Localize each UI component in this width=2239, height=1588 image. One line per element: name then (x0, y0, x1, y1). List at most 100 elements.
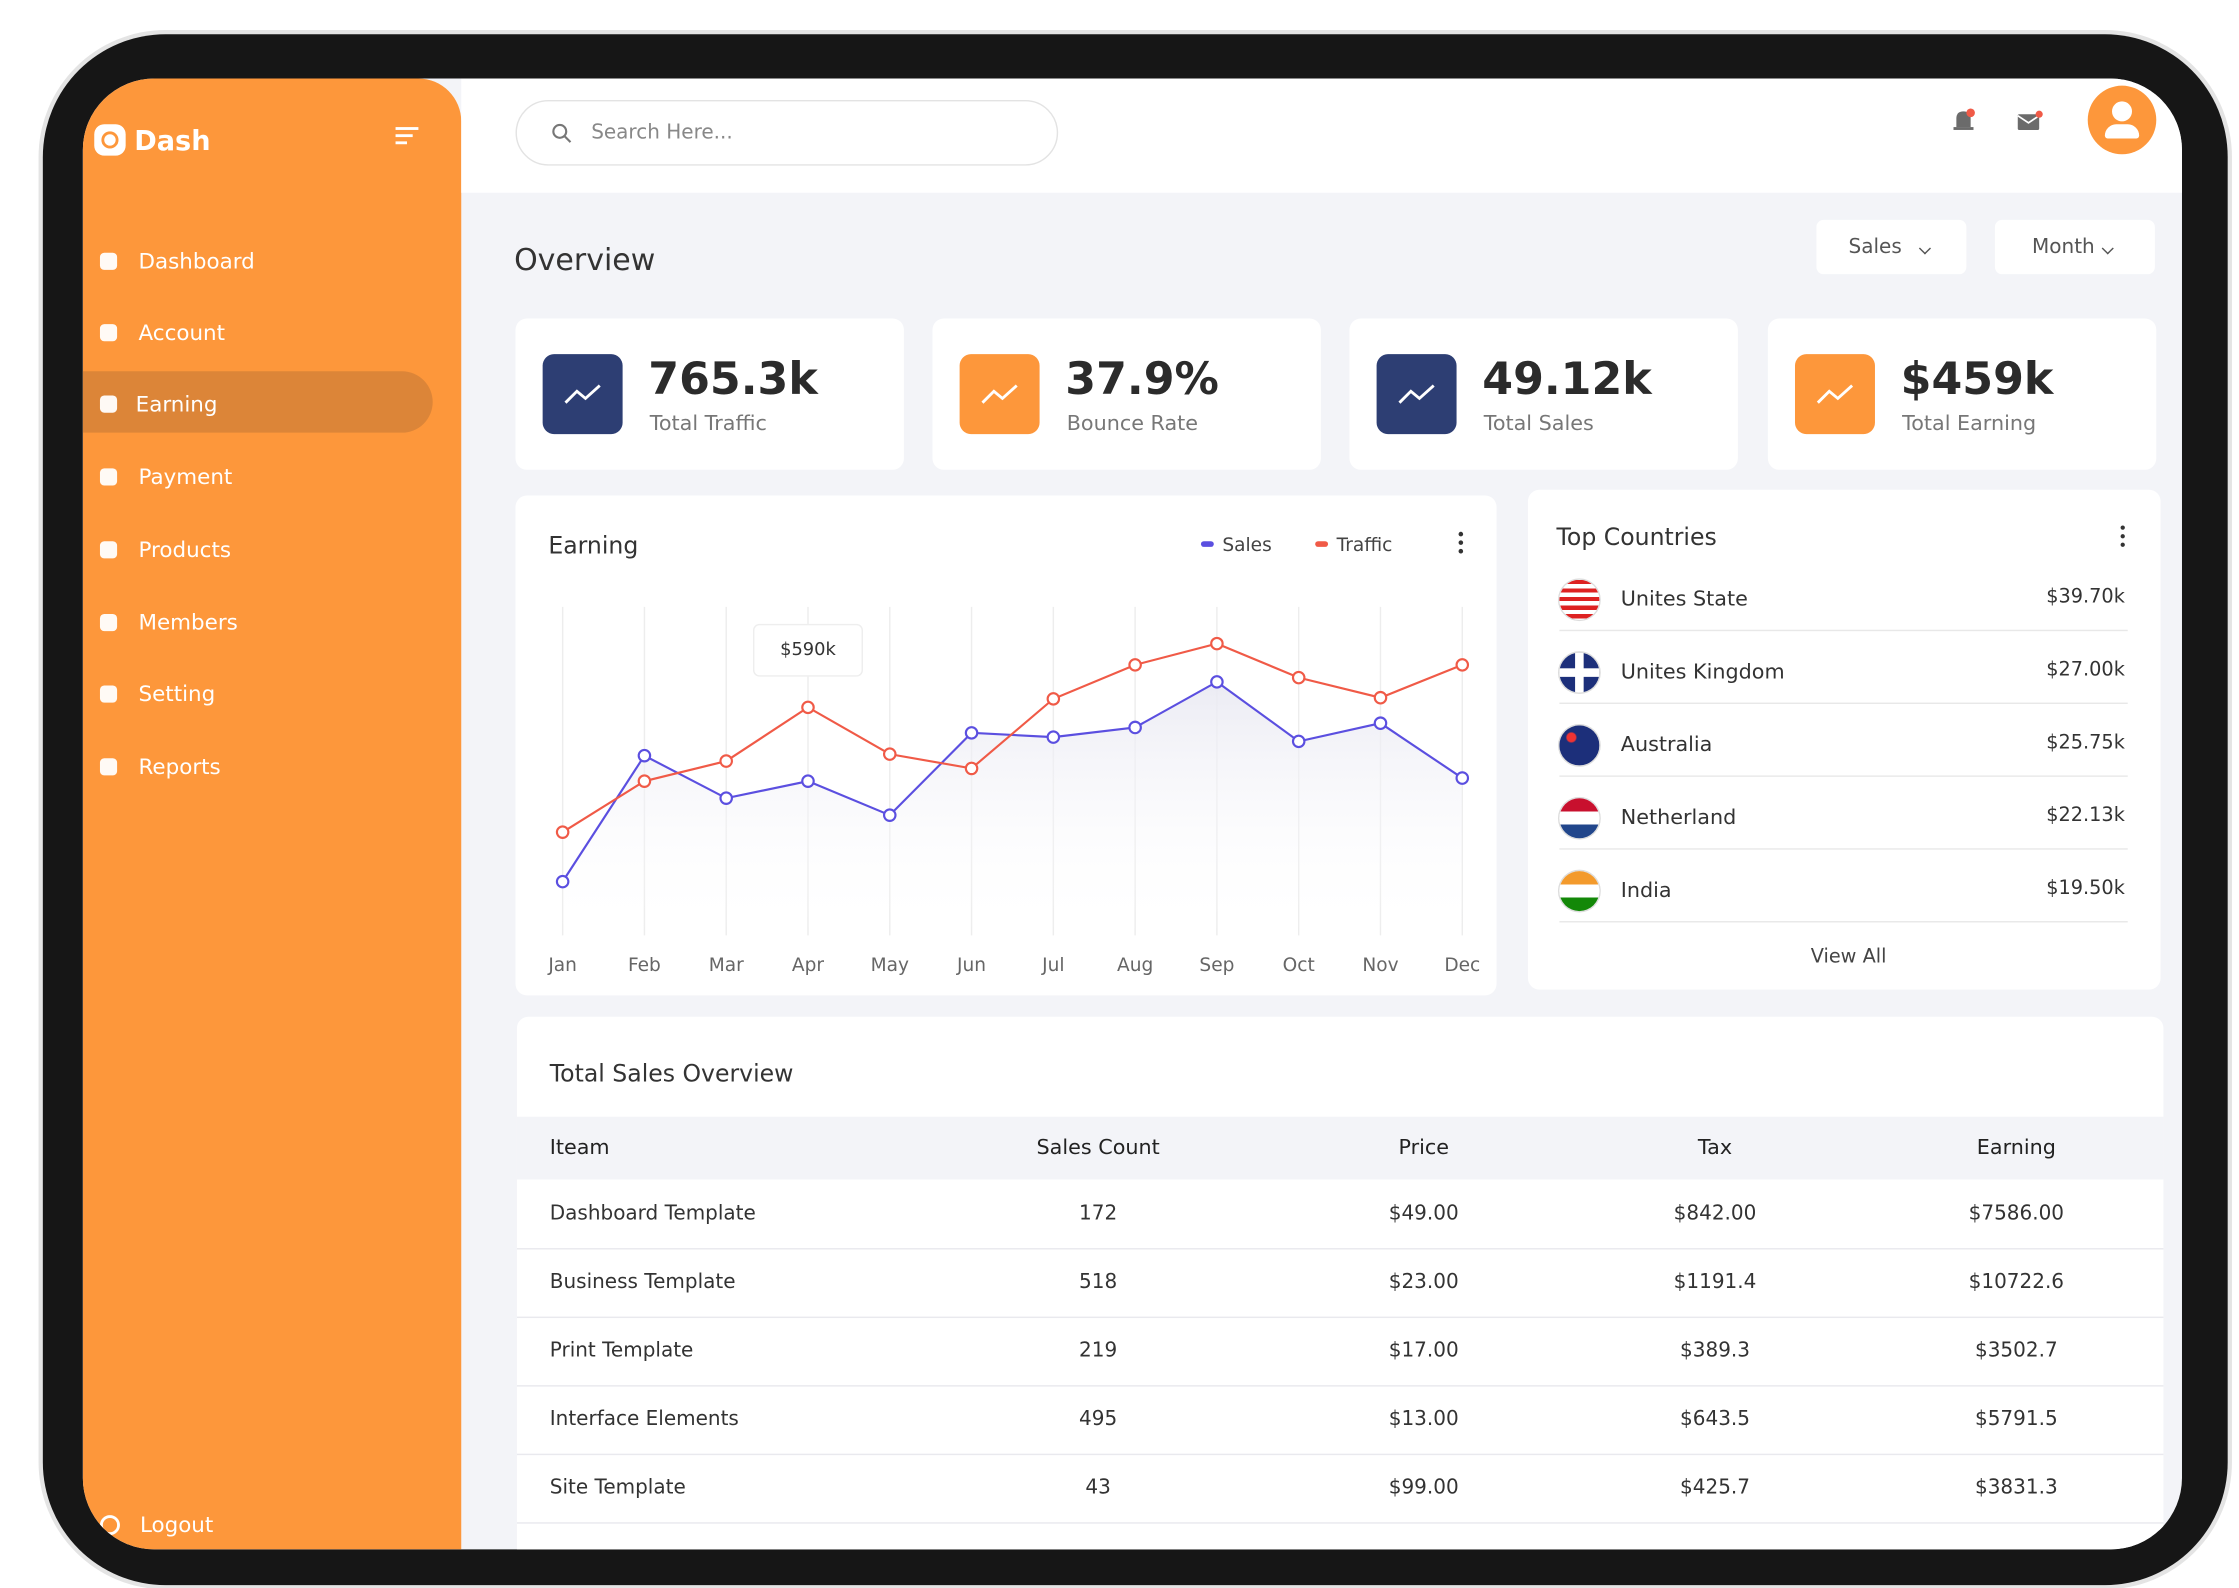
stat-icon-glyph (564, 384, 601, 404)
menu-icon (99, 614, 118, 632)
table-header-row (516, 1116, 2164, 1180)
x-tick-label: Jun (956, 955, 986, 976)
stat-value: 37.9% (1065, 354, 1219, 406)
menu-label: Reports (138, 753, 221, 780)
table-cell: $643.5 (1680, 1408, 1751, 1431)
data-point (964, 761, 979, 776)
data-point (1128, 720, 1142, 735)
logout-button[interactable]: Logout (83, 1502, 369, 1548)
top-countries-title: Top Countries (1556, 523, 1717, 551)
x-tick-label: Nov (1362, 955, 1398, 976)
menu-toggle[interactable] (395, 127, 419, 145)
stat-label: Total Earning (1902, 412, 2037, 436)
x-tick-label: May (871, 955, 909, 976)
country-name: Unites Kingdom (1620, 661, 1785, 685)
sidebar: Dash Dashboard Account Earning Payment Produ… (82, 78, 462, 1550)
menu-icon (99, 758, 118, 776)
menu-item[interactable]: Payment (83, 454, 433, 500)
stat-value: $459k (1900, 354, 2054, 406)
table-cell: $5791.5 (1974, 1408, 2058, 1431)
stat-card: 49.12k Total Sales (1349, 318, 1738, 470)
row-divider (516, 1248, 2164, 1250)
mail-icon[interactable] (2016, 110, 2045, 133)
table-cell: $7586.00 (1968, 1202, 2065, 1226)
overview-title: Overview (514, 242, 656, 278)
menu-item[interactable]: Reports (83, 744, 433, 790)
table-cell: $425.7 (1680, 1476, 1751, 1500)
menu-item[interactable]: Members (83, 600, 433, 646)
menu-item[interactable]: Earning (83, 381, 433, 427)
country-value: $19.50k (2046, 876, 2125, 900)
x-tick-label: Jan (547, 955, 577, 976)
row-divider (516, 1453, 2164, 1456)
user-avatar[interactable] (2087, 85, 2157, 155)
stat-icon-line (981, 384, 1018, 404)
menu-label: Account (138, 319, 226, 346)
menu-label: Setting (138, 681, 216, 707)
chart-menu-dot (1458, 531, 1464, 537)
menu-label: Earning (135, 391, 218, 417)
table-cell: 43 (1085, 1476, 1111, 1500)
earning-chart: Earning Sales Traffic Jan Feb Mar Apr May Jun Jul… (547, 531, 1480, 976)
country-flag (1559, 652, 1600, 693)
table-title: Total Sales Overview (549, 1060, 794, 1088)
search-box[interactable]: Search Here... (515, 99, 1059, 166)
stat-icon-glyph (1816, 384, 1854, 404)
data-point (1455, 658, 1470, 672)
search-icon (552, 123, 572, 143)
table-cell: $99.00 (1388, 1476, 1459, 1500)
stat-value: 49.12k (1482, 354, 1652, 406)
data-point (1455, 771, 1470, 785)
table-cell: $3502.7 (1974, 1339, 2058, 1363)
stat-value: 765.3k (648, 354, 818, 406)
x-tick-label: Feb (628, 955, 661, 976)
table-cell: Site Template (549, 1476, 686, 1500)
data-point (1291, 670, 1306, 685)
menu-item[interactable]: Account (83, 310, 433, 356)
table-cell: $3831.3 (1974, 1476, 2058, 1500)
card-menu-dot (2120, 525, 2125, 530)
brand-name: Dash (134, 125, 211, 158)
stat-card: 765.3k Total Traffic (515, 318, 904, 470)
menu-item[interactable]: Products (83, 527, 433, 573)
stat-icon-line (1398, 384, 1435, 404)
table-cell: $389.3 (1680, 1339, 1751, 1363)
table-header-cell: Price (1398, 1136, 1449, 1160)
filter-dropdown[interactable]: Month (1994, 219, 2155, 275)
view-all-link[interactable]: View All (1810, 945, 1887, 969)
table-cell: Dashboard Template (549, 1202, 756, 1226)
table-cell: $17.00 (1388, 1339, 1459, 1363)
filter-label: Month (2032, 235, 2095, 259)
menu-label: Payment (138, 464, 233, 490)
menu-label: Dashboard (138, 248, 255, 275)
chart-menu-dot (1458, 548, 1464, 554)
card-menu-dot (2120, 542, 2125, 547)
menu-item[interactable]: Setting (83, 671, 433, 717)
table-cell: $10722.6 (1968, 1270, 2065, 1294)
table-header-cell: Earning (1976, 1136, 2056, 1160)
table-cell: 518 (1079, 1270, 1118, 1294)
stat-icon (959, 354, 1040, 435)
chart-card: Earning Sales Traffic Jan Feb Mar Apr May Jun Jul… (515, 495, 1497, 996)
row-divider (516, 1385, 2164, 1387)
chart-title: Earning (548, 531, 638, 559)
legend-swatch (1315, 541, 1329, 547)
legend-label: Traffic (1336, 535, 1393, 556)
menu-item[interactable]: Dashboard (83, 238, 433, 284)
stat-icon (542, 354, 623, 435)
stat-card: 37.9% Bounce Rate (932, 318, 1321, 470)
table-header-cell: Tax (1697, 1136, 1733, 1160)
series-area (562, 681, 1463, 936)
notification-icon[interactable] (1952, 107, 1978, 136)
table-cell: $13.00 (1388, 1408, 1459, 1431)
data-point (555, 825, 570, 839)
x-tick-label: Jul (1041, 955, 1064, 976)
data-point (1128, 658, 1142, 672)
table-header-cell: Iteam (549, 1136, 610, 1160)
filter-dropdown[interactable]: Sales (1816, 219, 1967, 275)
table-cell: Print Template (549, 1339, 694, 1363)
country-value: $39.70k (2046, 585, 2125, 609)
menu-icon (99, 324, 118, 342)
